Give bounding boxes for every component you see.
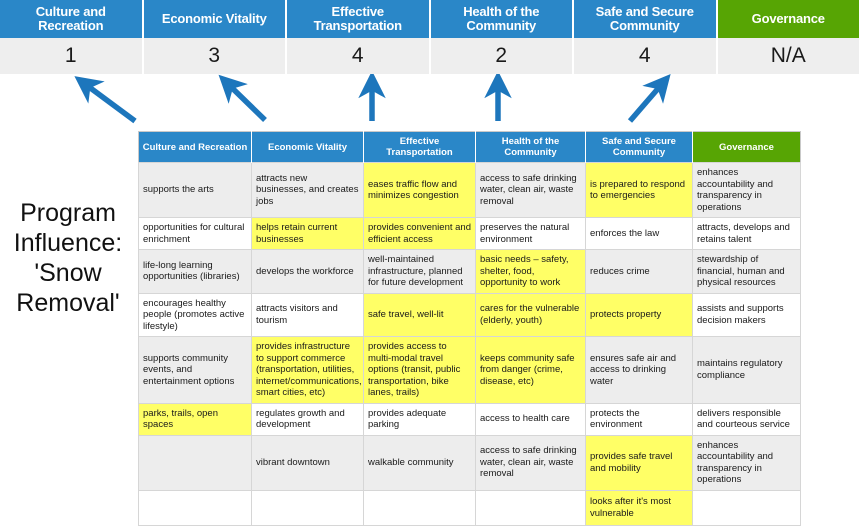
matrix-header-governance[interactable]: Governance (693, 132, 801, 163)
scorecard-value-safe-and-secure-community: 4 (574, 38, 718, 74)
matrix-cell: parks, trails, open spaces (139, 403, 252, 435)
scorecard-header-effective-transportation[interactable]: Effective Transportation (287, 0, 431, 38)
matrix-cell (139, 435, 252, 490)
matrix-cell: life-long learning opportunities (librar… (139, 250, 252, 294)
caption-line-4: Removal' (2, 288, 134, 318)
scorecard-header-governance[interactable]: Governance (718, 0, 859, 38)
matrix-cell: protects the environment (586, 403, 693, 435)
matrix-cell: ensures safe air and access to drinking … (586, 337, 693, 404)
influence-matrix-wrapper: Culture and Recreation Economic Vitality… (138, 131, 800, 526)
caption-line-1: Program (2, 198, 134, 228)
matrix-cell: attracts new businesses, and creates job… (252, 163, 364, 218)
matrix-cell: assists and supports decision makers (693, 293, 801, 337)
scorecard-strip: Culture and Recreation Economic Vitality… (0, 0, 859, 74)
scorecard-header-health-of-the-community[interactable]: Health of the Community (431, 0, 575, 38)
scorecard-value-governance: N/A (718, 38, 859, 74)
matrix-header-health-of-the-community[interactable]: Health of the Community (476, 132, 586, 163)
matrix-cell: is prepared to respond to emergencies (586, 163, 693, 218)
matrix-cell: cares for the vulnerable (elderly, youth… (476, 293, 586, 337)
matrix-cell: access to safe drinking water, clean air… (476, 435, 586, 490)
matrix-cell: access to safe drinking water, clean air… (476, 163, 586, 218)
matrix-cell: enhances accountability and transparency… (693, 163, 801, 218)
matrix-cell: provides safe travel and mobility (586, 435, 693, 490)
matrix-cell: maintains regulatory compliance (693, 337, 801, 404)
scorecard-value-row: 1 3 4 2 4 N/A (0, 38, 859, 74)
matrix-cell: supports community events, and entertain… (139, 337, 252, 404)
matrix-cell: basic needs – safety, shelter, food, opp… (476, 250, 586, 294)
table-row: looks after it's most vulnerable (139, 490, 801, 525)
table-row: encourages healthy people (promotes acti… (139, 293, 801, 337)
arrow-layer (0, 74, 859, 130)
matrix-cell: looks after it's most vulnerable (586, 490, 693, 525)
matrix-cell (476, 490, 586, 525)
matrix-header-economic-vitality[interactable]: Economic Vitality (252, 132, 364, 163)
matrix-cell: safe travel, well-lit (364, 293, 476, 337)
matrix-cell (252, 490, 364, 525)
scorecard-value-culture-and-recreation: 1 (0, 38, 144, 74)
matrix-header-effective-transportation[interactable]: Effective Transportation (364, 132, 476, 163)
matrix-cell: enhances accountability and transparency… (693, 435, 801, 490)
matrix-cell: supports the arts (139, 163, 252, 218)
scorecard-value-effective-transportation: 4 (287, 38, 431, 74)
scorecard-header-economic-vitality[interactable]: Economic Vitality (144, 0, 288, 38)
matrix-cell: reduces crime (586, 250, 693, 294)
influence-matrix: Culture and Recreation Economic Vitality… (138, 131, 801, 526)
matrix-cell: eases traffic flow and minimizes congest… (364, 163, 476, 218)
matrix-cell: walkable community (364, 435, 476, 490)
matrix-cell: access to health care (476, 403, 586, 435)
matrix-cell: regulates growth and development (252, 403, 364, 435)
matrix-cell: helps retain current businesses (252, 218, 364, 250)
matrix-header-safe-and-secure-community[interactable]: Safe and Secure Community (586, 132, 693, 163)
matrix-header-culture-and-recreation[interactable]: Culture and Recreation (139, 132, 252, 163)
matrix-cell: preserves the natural environment (476, 218, 586, 250)
matrix-cell: delivers responsible and courteous servi… (693, 403, 801, 435)
matrix-cell: well-maintained infrastructure, planned … (364, 250, 476, 294)
matrix-cell: enforces the law (586, 218, 693, 250)
scorecard-header-row: Culture and Recreation Economic Vitality… (0, 0, 859, 38)
matrix-cell: vibrant downtown (252, 435, 364, 490)
scorecard-header-culture-and-recreation[interactable]: Culture and Recreation (0, 0, 144, 38)
matrix-cell: provides adequate parking (364, 403, 476, 435)
table-row: life-long learning opportunities (librar… (139, 250, 801, 294)
table-row: supports community events, and entertain… (139, 337, 801, 404)
scorecard-value-health-of-the-community: 2 (431, 38, 575, 74)
scorecard-value-economic-vitality: 3 (144, 38, 288, 74)
matrix-cell: develops the workforce (252, 250, 364, 294)
matrix-cell (364, 490, 476, 525)
matrix-cell (139, 490, 252, 525)
matrix-header-row: Culture and Recreation Economic Vitality… (139, 132, 801, 163)
matrix-cell: encourages healthy people (promotes acti… (139, 293, 252, 337)
arrow-culture-and-recreation (85, 84, 135, 121)
matrix-cell: provides access to multi-modal travel op… (364, 337, 476, 404)
matrix-cell (693, 490, 801, 525)
matrix-cell: protects property (586, 293, 693, 337)
arrow-economic-vitality (228, 84, 265, 120)
arrow-safe-and-secure-community (630, 84, 662, 121)
matrix-cell: attracts visitors and tourism (252, 293, 364, 337)
program-influence-caption: Program Influence: 'Snow Removal' (2, 198, 134, 318)
matrix-cell: stewardship of financial, human and phys… (693, 250, 801, 294)
matrix-cell: provides convenient and efficient access (364, 218, 476, 250)
scorecard-header-safe-and-secure-community[interactable]: Safe and Secure Community (574, 0, 718, 38)
matrix-cell: provides infrastructure to support comme… (252, 337, 364, 404)
caption-line-3: 'Snow (2, 258, 134, 288)
matrix-cell: keeps community safe from danger (crime,… (476, 337, 586, 404)
caption-line-2: Influence: (2, 228, 134, 258)
matrix-cell: opportunities for cultural enrichment (139, 218, 252, 250)
matrix-cell: attracts, develops and retains talent (693, 218, 801, 250)
